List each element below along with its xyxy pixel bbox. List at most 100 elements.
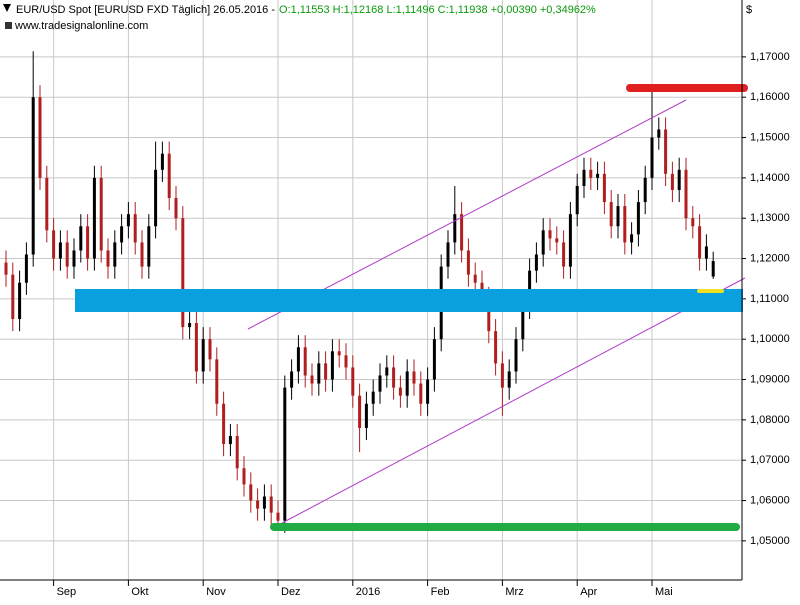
candle-body bbox=[174, 198, 178, 219]
candle-body bbox=[58, 242, 62, 259]
candle-body bbox=[31, 97, 35, 255]
candle-body bbox=[167, 153, 171, 199]
candle-body bbox=[351, 367, 355, 396]
candle-body bbox=[92, 177, 96, 259]
candle-body bbox=[698, 226, 702, 259]
y-tick-label: 1,06000 bbox=[750, 494, 790, 506]
candle-body bbox=[684, 169, 688, 219]
candle-body bbox=[596, 173, 600, 178]
candle-body bbox=[670, 173, 674, 190]
candle-body bbox=[541, 230, 545, 255]
y-tick-label: 1,09000 bbox=[750, 373, 790, 385]
candle-body bbox=[222, 403, 226, 445]
x-tick-label: Mrz bbox=[505, 586, 523, 598]
candle-body bbox=[378, 375, 382, 392]
candle-body bbox=[514, 339, 518, 372]
candle-body bbox=[201, 339, 205, 372]
watermark: www.tradesignalonline.com bbox=[14, 20, 148, 32]
x-tick-label: Mai bbox=[655, 586, 673, 598]
y-tick-label: 1,17000 bbox=[750, 51, 790, 63]
candle-body bbox=[133, 214, 137, 243]
y-tick-label: 1,08000 bbox=[750, 414, 790, 426]
y-tick-label: 1,05000 bbox=[750, 535, 790, 547]
channel-lower bbox=[281, 277, 746, 524]
y-tick-label: 1,14000 bbox=[750, 172, 790, 184]
candle-body bbox=[317, 363, 321, 384]
candle-body bbox=[364, 403, 368, 428]
candle-body bbox=[290, 371, 294, 388]
candle-body bbox=[126, 214, 130, 227]
candle-body bbox=[99, 177, 103, 251]
candle-body bbox=[453, 214, 457, 243]
candle-body bbox=[487, 298, 491, 332]
y-tick-label: 1,13000 bbox=[750, 212, 790, 224]
candle-body bbox=[235, 436, 239, 469]
candle-body bbox=[446, 242, 450, 267]
candle-body bbox=[555, 238, 559, 243]
candle-body bbox=[38, 97, 42, 178]
candle-body bbox=[344, 355, 348, 368]
y-tick-label: 1,07000 bbox=[750, 454, 790, 466]
candle-body bbox=[52, 230, 56, 259]
y-tick-label: 1,10000 bbox=[750, 333, 790, 345]
candle-body bbox=[623, 206, 627, 243]
candle-body bbox=[310, 375, 314, 384]
candle-body bbox=[256, 500, 260, 509]
support-band bbox=[75, 289, 743, 312]
candle-body bbox=[181, 218, 185, 328]
candle-body bbox=[45, 177, 49, 231]
candle-body bbox=[528, 270, 532, 307]
y-tick-label: 1,11000 bbox=[750, 293, 789, 305]
candle-body bbox=[188, 323, 192, 328]
candle-body bbox=[65, 242, 69, 267]
candle-body bbox=[208, 339, 212, 360]
candle-body bbox=[113, 242, 117, 267]
grid bbox=[0, 0, 746, 586]
candle-body bbox=[460, 214, 464, 251]
candle-body bbox=[500, 363, 504, 388]
candle-body bbox=[473, 274, 477, 283]
candle-body bbox=[228, 436, 232, 445]
candle-body bbox=[609, 202, 613, 227]
candle-body bbox=[371, 391, 375, 404]
candle-body bbox=[602, 173, 606, 203]
candle-body bbox=[589, 169, 593, 178]
y-tick-label: 1,15000 bbox=[750, 131, 790, 143]
candle-body bbox=[432, 339, 436, 380]
x-tick-label: 2016 bbox=[356, 586, 380, 598]
x-tick-label: Feb bbox=[431, 586, 450, 598]
candle-body bbox=[296, 347, 300, 372]
candle-body bbox=[303, 347, 307, 376]
candle-body bbox=[657, 129, 661, 138]
candle-body bbox=[4, 262, 8, 275]
candle-body bbox=[405, 371, 409, 396]
y-tick-label: 1,12000 bbox=[750, 252, 790, 264]
candle-body bbox=[630, 234, 634, 243]
candle-body bbox=[548, 230, 552, 239]
candle-body bbox=[283, 387, 287, 521]
candle-body bbox=[643, 177, 647, 203]
menu-icon[interactable] bbox=[3, 4, 11, 12]
candle-body bbox=[324, 363, 328, 380]
candle-body bbox=[521, 306, 525, 340]
candle-body bbox=[215, 359, 219, 404]
candle-body bbox=[147, 226, 151, 267]
header-values: O:1,11553 H:1,12168 L:1,11496 C:1,11938 … bbox=[279, 4, 596, 16]
x-tick-label: Okt bbox=[131, 586, 148, 598]
candle-body bbox=[72, 250, 76, 267]
logo-icon bbox=[5, 22, 12, 29]
candle-body bbox=[11, 274, 15, 320]
candle-body bbox=[269, 496, 273, 513]
candle-body bbox=[86, 226, 90, 259]
candle-body bbox=[330, 351, 334, 380]
candle-body bbox=[650, 137, 654, 178]
header-label: EUR/USD Spot [EURUSD FXD Täglich] 26.05.… bbox=[16, 4, 275, 16]
x-tick-label: Dez bbox=[281, 586, 301, 598]
candle-body bbox=[106, 250, 110, 267]
candle-body bbox=[616, 206, 620, 227]
candle-body bbox=[276, 512, 280, 521]
candle-body bbox=[711, 261, 715, 277]
candle-body bbox=[534, 254, 538, 271]
candle-body bbox=[412, 371, 416, 384]
